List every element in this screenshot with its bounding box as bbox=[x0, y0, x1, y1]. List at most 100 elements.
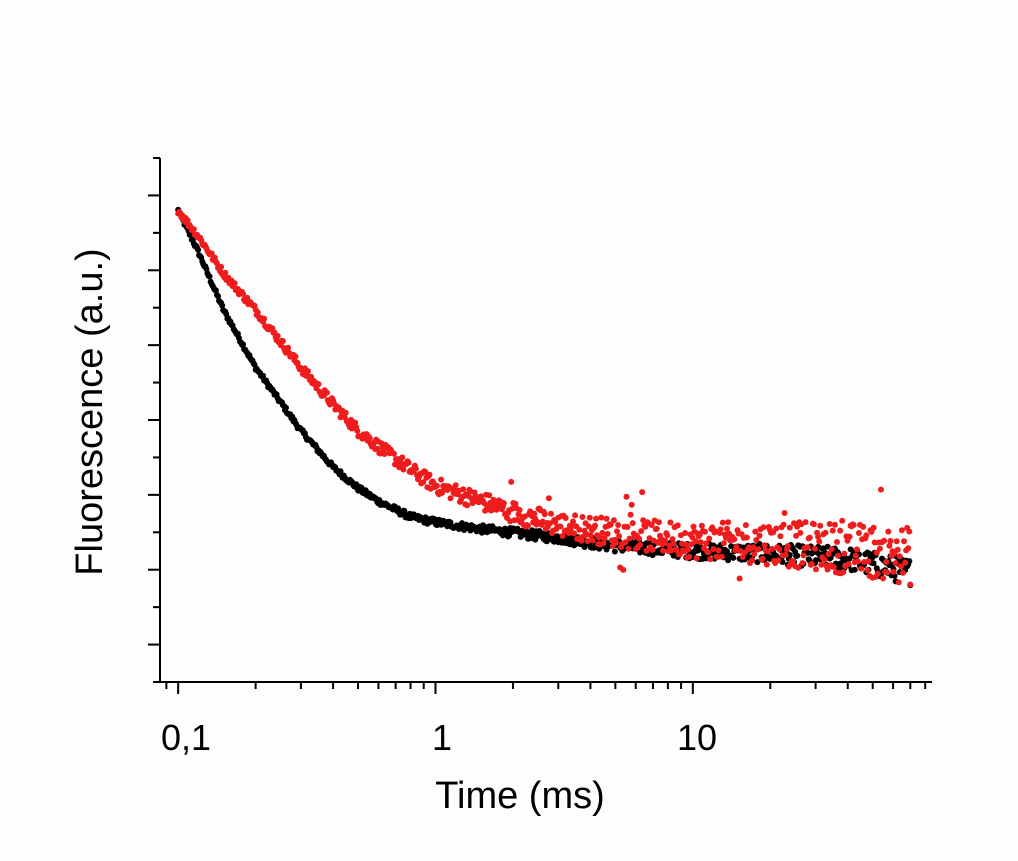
black-series-point bbox=[212, 287, 219, 294]
black-series-point bbox=[851, 566, 858, 573]
red-series-point bbox=[828, 546, 835, 553]
red-series-point bbox=[786, 524, 793, 531]
red-series-point bbox=[653, 525, 660, 532]
red-series-point bbox=[886, 542, 893, 549]
black-series-point bbox=[240, 341, 247, 348]
red-series-point bbox=[692, 538, 699, 545]
red-series-point bbox=[905, 545, 912, 552]
red-series-point bbox=[706, 535, 713, 542]
red-series-point bbox=[516, 507, 523, 513]
red-series-point bbox=[896, 553, 903, 560]
y-axis-title: Fluorescence (a.u.) bbox=[69, 248, 111, 575]
red-series-point bbox=[512, 500, 519, 507]
red-series-point bbox=[731, 536, 738, 543]
black-series-point bbox=[206, 273, 213, 280]
red-series-point bbox=[876, 545, 883, 552]
red-series-point bbox=[614, 528, 620, 535]
red-series-point bbox=[858, 565, 865, 572]
red-series-point bbox=[907, 581, 914, 588]
red-series-point bbox=[531, 510, 538, 517]
x-tick-label: 10 bbox=[677, 717, 717, 758]
red-series-point bbox=[818, 561, 825, 568]
red-series-point bbox=[637, 541, 644, 548]
red-series-point bbox=[638, 528, 645, 535]
red-series-point bbox=[625, 545, 632, 552]
red-series-point bbox=[669, 536, 676, 543]
red-series-point bbox=[719, 519, 726, 526]
red-series-point bbox=[586, 514, 593, 521]
red-series-point bbox=[892, 560, 899, 567]
red-series-point bbox=[274, 333, 281, 339]
red-series-point bbox=[570, 518, 576, 525]
red-series-point bbox=[615, 522, 622, 528]
red-series-point bbox=[525, 522, 531, 529]
red-series-point bbox=[813, 566, 819, 573]
red-series-point bbox=[433, 482, 440, 489]
red-series-point bbox=[850, 522, 857, 528]
red-series-point bbox=[840, 569, 847, 576]
red-series-point bbox=[342, 409, 349, 416]
red-series-point bbox=[720, 540, 727, 547]
red-series-point bbox=[438, 476, 445, 483]
red-series-point bbox=[545, 495, 552, 502]
black-series-point bbox=[794, 552, 801, 559]
red-series-point bbox=[643, 547, 650, 554]
red-series-point bbox=[906, 528, 913, 535]
red-series-point bbox=[667, 519, 674, 526]
red-series-point bbox=[426, 471, 433, 478]
red-series-point bbox=[366, 435, 373, 442]
red-series-point bbox=[541, 511, 548, 518]
red-series-point bbox=[831, 521, 838, 528]
red-series-point bbox=[240, 291, 247, 297]
red-series-point bbox=[829, 527, 836, 534]
red-series-point bbox=[589, 537, 596, 544]
red-series-point bbox=[776, 546, 783, 553]
black-series-point bbox=[187, 232, 194, 238]
plot-area bbox=[175, 206, 914, 589]
red-series-point bbox=[756, 532, 763, 539]
red-series-point bbox=[834, 539, 840, 545]
red-series-point bbox=[710, 546, 717, 552]
red-series-point bbox=[292, 353, 299, 360]
red-series-point bbox=[576, 526, 583, 533]
series-red-points bbox=[175, 208, 914, 588]
red-series-point bbox=[865, 558, 872, 565]
red-series-point bbox=[884, 569, 891, 576]
red-series-point bbox=[733, 544, 740, 550]
red-series-point bbox=[690, 523, 697, 530]
red-series-point bbox=[839, 517, 846, 524]
red-series-point bbox=[452, 482, 459, 489]
red-series-point bbox=[600, 540, 607, 547]
red-series-point bbox=[845, 561, 852, 568]
red-series-point bbox=[559, 532, 566, 539]
red-series-point bbox=[812, 545, 818, 552]
red-series-point bbox=[883, 558, 890, 565]
red-series-point bbox=[598, 514, 605, 521]
red-series-point bbox=[810, 521, 817, 528]
red-series-point bbox=[802, 519, 809, 526]
red-series-point bbox=[624, 524, 631, 530]
red-series-point bbox=[208, 250, 215, 257]
red-series-point bbox=[822, 529, 829, 536]
red-series-point bbox=[852, 552, 859, 559]
red-series-point bbox=[755, 546, 762, 553]
red-series-point bbox=[804, 544, 811, 551]
red-series-point bbox=[400, 466, 407, 473]
red-series-point bbox=[760, 524, 767, 531]
red-series-point bbox=[279, 338, 286, 345]
red-series-point bbox=[797, 529, 804, 536]
red-series-point bbox=[534, 519, 541, 525]
red-series-point bbox=[784, 543, 791, 550]
red-series-point bbox=[486, 492, 493, 499]
red-series-point bbox=[662, 537, 669, 544]
red-series-point bbox=[863, 532, 870, 539]
red-series-point bbox=[686, 553, 693, 560]
red-series-point bbox=[881, 537, 888, 544]
red-series-point bbox=[547, 520, 553, 527]
red-series-point bbox=[763, 561, 770, 568]
red-series-point bbox=[390, 450, 397, 457]
red-series-point bbox=[231, 280, 238, 287]
red-series-point bbox=[508, 478, 515, 485]
red-series-point bbox=[623, 493, 630, 500]
red-series-point bbox=[222, 269, 229, 276]
